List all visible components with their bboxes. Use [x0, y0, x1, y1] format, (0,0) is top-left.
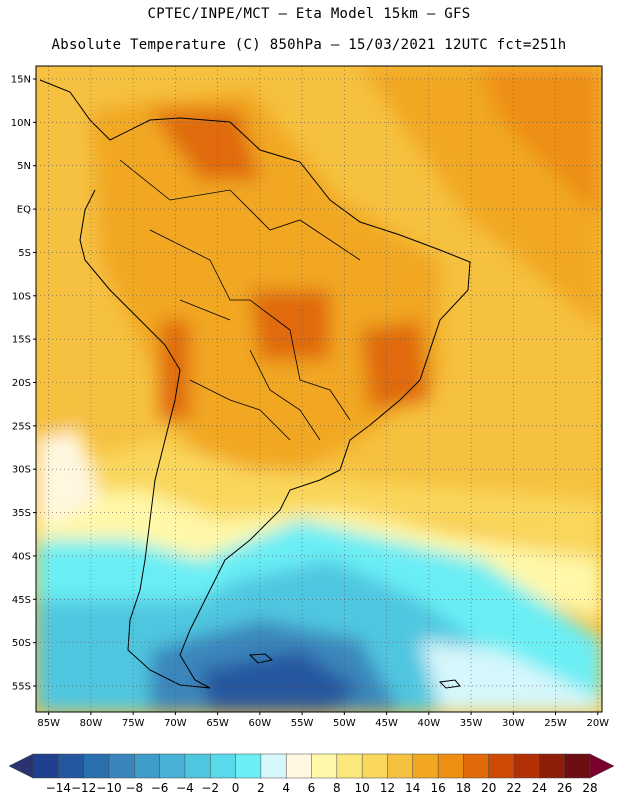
colorbar-label: 24	[532, 781, 547, 795]
colorbar-min-arrow	[8, 753, 34, 779]
colorbar-label: 22	[506, 781, 521, 795]
colorbar-max-arrow	[589, 753, 615, 779]
lat-tick-label: 10N	[11, 118, 31, 129]
lat-tick-label: EQ	[17, 205, 31, 216]
lon-tick-label: 20W	[586, 718, 609, 729]
lon-tick-label: 30W	[502, 718, 525, 729]
colorbar-label: −14	[46, 781, 71, 795]
colorbar-swatch	[412, 753, 439, 779]
colorbar-label: −4	[176, 781, 194, 795]
lon-tick-label: 35W	[460, 718, 483, 729]
lon-tick-label: 60W	[249, 718, 272, 729]
colorbar-swatch	[387, 753, 414, 779]
colorbar-label: −6	[151, 781, 169, 795]
longitude-axis: 85W 80W 75W 70W 65W 60W 55W 50W 45W 40W 35W 30W 25W 2…	[37, 712, 609, 729]
colorbar-swatch	[513, 753, 541, 779]
colorbar-label: 28	[582, 781, 597, 795]
lat-tick-label: 55S	[12, 681, 31, 692]
national-borders	[119, 159, 361, 441]
colorbar-swatch	[108, 753, 136, 779]
lon-tick-label: 40W	[418, 718, 441, 729]
lat-tick-label: 15N	[11, 75, 31, 86]
map-title-line2: Absolute Temperature (C) 850hPa – 15/03/…	[51, 37, 567, 53]
map-frame	[35, 65, 603, 713]
colorbar-label: 16	[430, 781, 445, 795]
lat-tick-label: 35S	[12, 508, 31, 519]
colorbar-swatch	[58, 753, 85, 779]
colorbar-label: 4	[282, 781, 290, 795]
colorbar-swatch	[285, 753, 313, 779]
colorbar-label: 0	[232, 781, 240, 795]
lat-tick-label: 50S	[12, 638, 31, 649]
lon-tick-label: 70W	[164, 718, 187, 729]
colorbar-label: −10	[96, 781, 121, 795]
lon-tick-label: 45W	[375, 718, 398, 729]
colorbar-swatch	[209, 753, 237, 779]
temperature-field	[36, 66, 602, 712]
lat-tick-label: 10S	[12, 291, 31, 302]
colorbar-swatch	[311, 753, 338, 779]
lon-tick-label: 75W	[122, 718, 145, 729]
colorbar-swatch	[235, 753, 262, 779]
colorbar-swatch	[159, 753, 186, 779]
colorbar-swatch	[463, 753, 490, 779]
lon-tick-label: 25W	[544, 718, 567, 729]
map-title-line1: CPTEC/INPE/MCT – Eta Model 15km – GFS	[147, 6, 471, 22]
colorbar-swatch	[260, 753, 287, 779]
colorbar-swatch	[564, 753, 591, 779]
colorbar-label: 2	[257, 781, 265, 795]
colorbar-swatch	[184, 753, 211, 779]
lat-tick-label: 5S	[18, 248, 31, 259]
colorbar-label: 14	[405, 781, 420, 795]
colorbar-swatch	[32, 753, 60, 779]
colorbar-swatch	[539, 753, 566, 779]
lon-tick-label: 55W	[291, 718, 314, 729]
lat-tick-label: 45S	[12, 595, 31, 606]
temperature-colorbar: −14 −12 −10 −8 −6 −4 −2 0 2 4 6 8 10 12 14 16 18 20 22 24 26…	[8, 753, 615, 795]
colorbar-label: 20	[481, 781, 496, 795]
colorbar-label: 10	[354, 781, 369, 795]
coastline	[39, 79, 471, 689]
colorbar-label: −8	[125, 781, 143, 795]
colorbar-label: 18	[456, 781, 471, 795]
lat-tick-label: 15S	[12, 335, 31, 346]
lon-tick-label: 80W	[80, 718, 103, 729]
colorbar-swatch	[361, 753, 389, 779]
colorbar-label: −12	[71, 781, 96, 795]
latitude-axis: 15N 10N 5N EQ 5S 10S 15S 20S 25S 30S 35S 40S 45S 50S 5…	[11, 75, 36, 692]
colorbar-swatch	[488, 753, 515, 779]
colorbar-swatch	[83, 753, 110, 779]
colorbar-swatch	[437, 753, 465, 779]
colorbar-swatch	[134, 753, 161, 779]
lat-tick-label: 20S	[12, 378, 31, 389]
colorbar-label: −2	[201, 781, 219, 795]
lat-tick-label: 30S	[12, 465, 31, 476]
lon-tick-label: 50W	[333, 718, 356, 729]
colorbar-label: 12	[380, 781, 395, 795]
colorbar-swatch	[336, 753, 363, 779]
lat-tick-label: 25S	[12, 421, 31, 432]
colorbar-label: 26	[557, 781, 572, 795]
lon-tick-label: 65W	[206, 718, 229, 729]
lat-tick-label: 40S	[12, 551, 31, 562]
colorbar-label: 6	[308, 781, 316, 795]
lat-tick-label: 5N	[17, 161, 31, 172]
colorbar-label: 8	[333, 781, 341, 795]
lon-tick-label: 85W	[37, 718, 60, 729]
